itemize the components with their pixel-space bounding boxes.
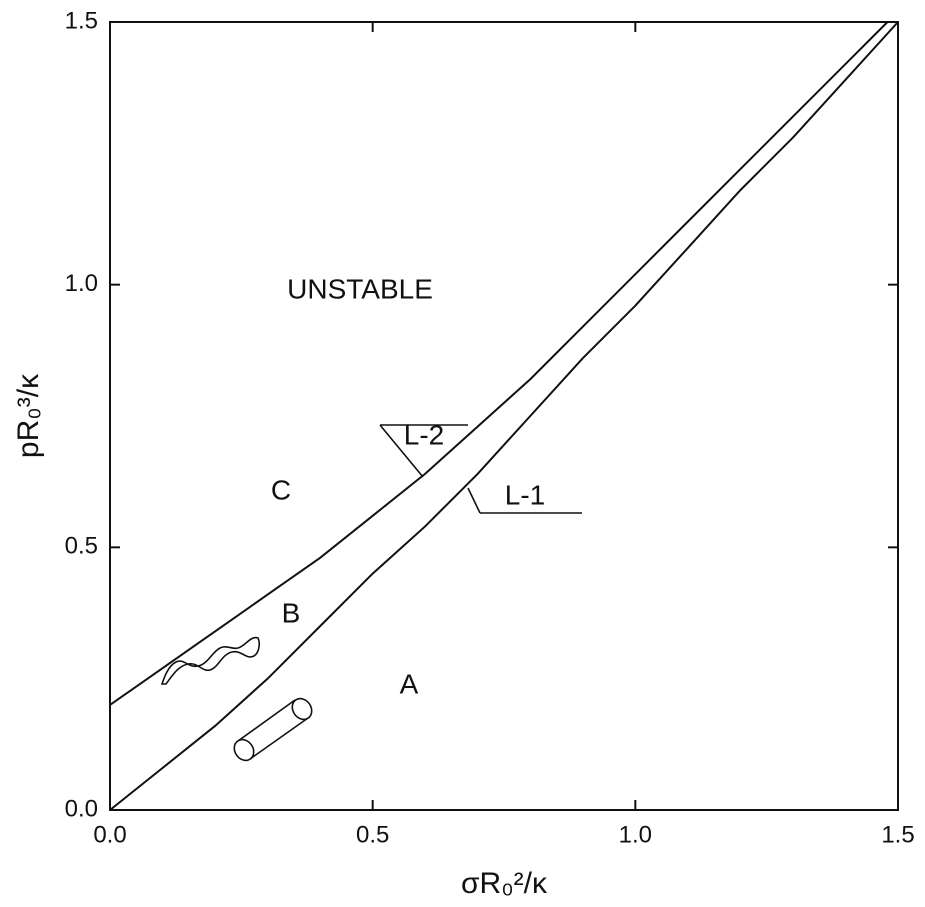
y-tick-label: 1.0	[65, 270, 98, 297]
x-tick-label: 1.5	[881, 821, 914, 848]
y-tick-label: 0.5	[65, 533, 98, 560]
x-tick-label: 0.5	[356, 821, 389, 848]
curve	[110, 22, 887, 705]
x-axis-label: σR₀²/κ	[461, 867, 548, 900]
cylinder-side	[238, 700, 295, 741]
label-leader	[468, 488, 480, 513]
page: {"chart_data": {"type": "line", "x_label…	[0, 0, 925, 907]
region-label: C	[271, 474, 291, 505]
y-tick-label: 1.5	[65, 7, 98, 34]
region-label: B	[282, 597, 301, 628]
y-axis-label: pR₀³/κ	[12, 373, 45, 458]
x-tick-label: 0.0	[93, 821, 126, 848]
curve	[110, 22, 898, 810]
chart: σR₀²/κ pR₀³/κ 0.0 0.5 1.0 1.5 0.0 0.5 1.0 1.5 L-…	[0, 0, 925, 907]
y-tick-label: 0.0	[65, 795, 98, 822]
plot-frame	[110, 22, 898, 810]
region-label: A	[400, 668, 419, 699]
region-label: UNSTABLE	[287, 273, 433, 304]
cylinder-end	[288, 695, 315, 723]
curve-label: L-2	[404, 419, 444, 450]
cylinder-side	[250, 718, 308, 759]
cylinder-icon	[230, 695, 315, 764]
x-tick-label: 1.0	[619, 821, 652, 848]
curve-label: L-1	[505, 479, 545, 510]
wavy-tube-icon	[162, 638, 259, 684]
cylinder-end	[230, 736, 257, 764]
